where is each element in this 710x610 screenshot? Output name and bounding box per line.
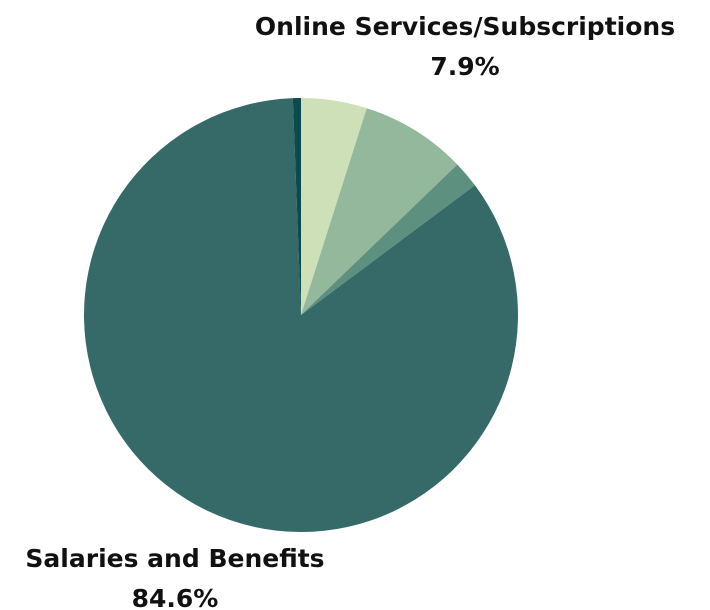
pie-slice	[301, 98, 367, 315]
pie-slice	[301, 164, 475, 315]
slice-value-label: 84.6%	[132, 584, 219, 610]
pie-slice	[83, 98, 518, 533]
slice-label: Online Services/Subscriptions	[255, 12, 675, 41]
pie-slice	[301, 108, 458, 315]
pie-slice	[292, 98, 301, 315]
slice-label: Salaries and Benefits	[25, 544, 324, 573]
slice-value-label: 7.9%	[430, 52, 499, 81]
